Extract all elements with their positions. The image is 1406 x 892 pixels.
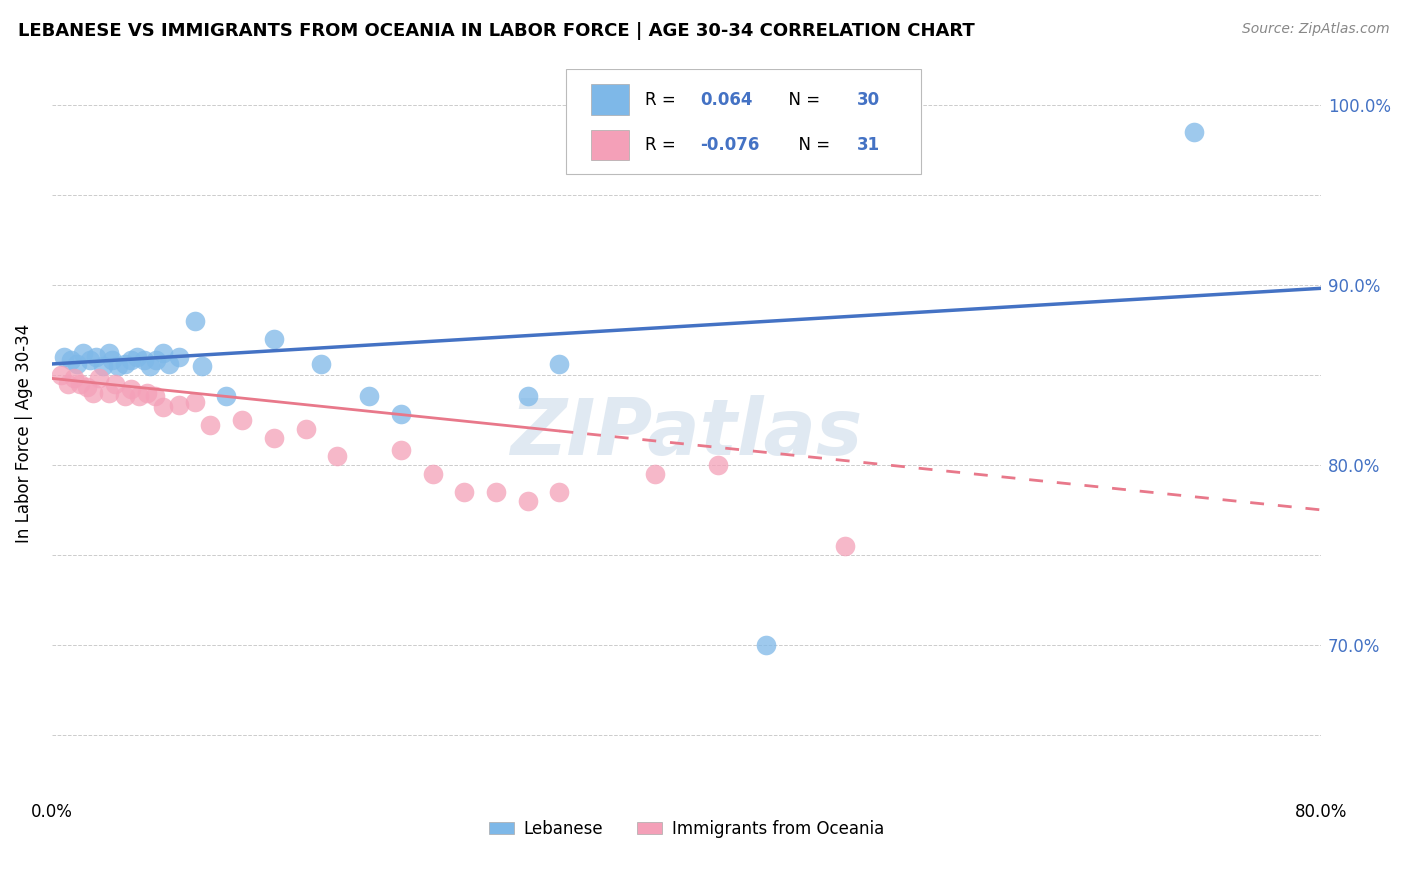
Point [63,371,86,385]
FancyBboxPatch shape [591,130,630,161]
Point [453,484,475,499]
Point [548,484,571,499]
Point [69,376,91,391]
Text: R =: R = [644,136,681,154]
Point [167,350,190,364]
Point [97,346,120,360]
Text: 31: 31 [856,136,880,154]
Point [707,458,730,472]
Point [59,353,82,368]
Point [311,357,333,371]
Point [231,413,253,427]
Text: ZIPatlas: ZIPatlas [510,395,862,471]
Text: 30: 30 [856,90,880,109]
Point [755,638,778,652]
Point [359,389,381,403]
Point [76,380,98,394]
Point [191,359,214,373]
FancyBboxPatch shape [565,69,921,174]
Point [120,382,142,396]
Point [114,389,136,403]
Point [104,376,127,391]
Point [422,467,444,481]
Text: Source: ZipAtlas.com: Source: ZipAtlas.com [1241,22,1389,37]
Point [167,398,190,412]
Point [127,350,149,364]
FancyBboxPatch shape [591,84,630,115]
Point [516,389,538,403]
Point [644,467,666,481]
Point [263,431,285,445]
Point [51,368,73,382]
Point [136,385,159,400]
Point [1182,125,1205,139]
Point [152,346,174,360]
Point [143,389,166,403]
Point [183,394,205,409]
Point [516,494,538,508]
Point [89,371,111,385]
Point [101,353,124,368]
Point [183,314,205,328]
Point [326,449,349,463]
Point [97,385,120,400]
Point [215,389,238,403]
Point [114,357,136,371]
Point [82,385,104,400]
Point [139,359,162,373]
Point [294,422,316,436]
Y-axis label: In Labor Force | Age 30-34: In Labor Force | Age 30-34 [15,324,32,543]
Point [107,359,129,373]
Point [157,357,180,371]
Point [834,539,856,553]
Text: -0.076: -0.076 [700,136,759,154]
Point [389,443,412,458]
Point [72,346,94,360]
Point [53,350,76,364]
Point [145,353,167,368]
Point [389,408,412,422]
Point [200,418,222,433]
Point [263,332,285,346]
Point [79,353,101,368]
Point [120,353,142,368]
Text: N =: N = [787,136,835,154]
Point [84,350,107,364]
Point [132,353,155,368]
Legend: Lebanese, Immigrants from Oceania: Lebanese, Immigrants from Oceania [482,814,890,845]
Text: 0.064: 0.064 [700,90,752,109]
Text: LEBANESE VS IMMIGRANTS FROM OCEANIA IN LABOR FORCE | AGE 30-34 CORRELATION CHART: LEBANESE VS IMMIGRANTS FROM OCEANIA IN L… [18,22,974,40]
Text: N =: N = [778,90,825,109]
Point [548,357,571,371]
Point [66,357,89,371]
Point [91,359,114,373]
Point [56,376,79,391]
Point [152,401,174,415]
Point [128,389,150,403]
Point [485,484,508,499]
Text: R =: R = [644,90,681,109]
